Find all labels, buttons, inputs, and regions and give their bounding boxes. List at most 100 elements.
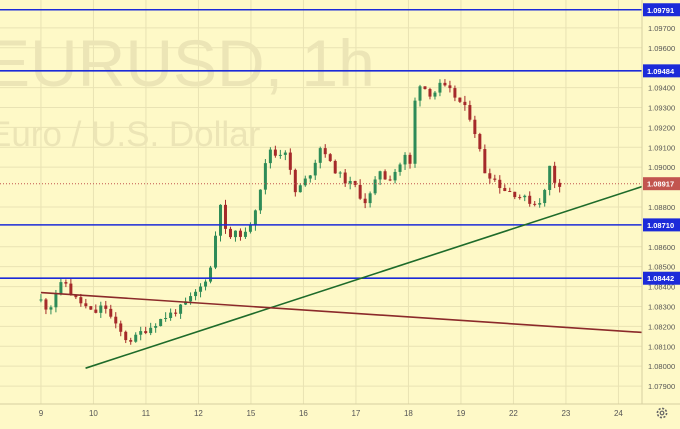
- candle: [104, 300, 108, 314]
- candle-body: [144, 331, 148, 334]
- candle-body: [99, 305, 103, 313]
- level-price-tag: 1.09484: [647, 67, 675, 76]
- candle: [503, 184, 507, 192]
- candle-body: [223, 204, 227, 229]
- candle-body: [353, 180, 357, 185]
- candle: [318, 146, 322, 169]
- price-axis[interactable]: 1.09700 1.09600 1.09400 1.09300 1.09200 1.091…: [648, 24, 675, 391]
- candle: [403, 152, 407, 171]
- candle-body: [303, 178, 307, 186]
- candle-body: [84, 303, 88, 307]
- candle-body: [408, 154, 412, 164]
- candle: [378, 170, 382, 186]
- candle: [243, 227, 247, 239]
- time-axis[interactable]: 9 10 11 12 15 16 17 18 19 22 23 24: [39, 409, 624, 418]
- candle-body: [283, 152, 287, 155]
- x-tick-label: 11: [142, 409, 151, 418]
- candle-body: [288, 152, 292, 170]
- candle-body: [169, 312, 173, 319]
- uptrend-trendline[interactable]: [85, 176, 672, 369]
- y-tick-label: 1.08000: [648, 362, 675, 371]
- candle-body: [348, 180, 352, 184]
- candle-body: [278, 154, 282, 156]
- candle-body: [243, 231, 247, 237]
- current-price-tag: 1.08917: [647, 180, 674, 189]
- level-price-tag-bg: [643, 271, 680, 285]
- y-tick-label: 1.08100: [648, 342, 675, 351]
- candle: [268, 147, 272, 169]
- candle: [413, 97, 417, 168]
- candle: [328, 153, 332, 163]
- candle-body: [149, 327, 153, 334]
- candle-body: [104, 305, 108, 309]
- candle-body: [64, 282, 68, 284]
- candle-body: [548, 165, 552, 190]
- downtrend-trendline[interactable]: [40, 291, 672, 336]
- candle: [44, 298, 48, 315]
- candle-body: [74, 295, 78, 298]
- candle-body: [323, 148, 327, 155]
- candle: [79, 293, 83, 307]
- candle: [383, 169, 387, 180]
- candle: [129, 337, 133, 345]
- candle-body: [403, 154, 407, 165]
- candle: [139, 326, 143, 341]
- y-tick-label: 1.09200: [648, 123, 675, 132]
- candle: [119, 320, 123, 337]
- candle: [219, 204, 222, 242]
- candle: [448, 80, 452, 93]
- candle: [513, 191, 517, 200]
- candle-body: [443, 82, 447, 86]
- level-price-tag-bg: [643, 3, 680, 17]
- x-tick-label: 15: [246, 409, 255, 418]
- x-tick-label: 16: [299, 409, 308, 418]
- candle: [468, 100, 472, 122]
- candle-body: [338, 172, 342, 174]
- candle: [179, 303, 183, 319]
- candle: [278, 149, 282, 159]
- candle: [49, 305, 53, 315]
- candle-body: [498, 179, 502, 189]
- candle: [388, 175, 392, 182]
- candle: [288, 148, 292, 175]
- candle: [428, 87, 432, 100]
- candle-body: [263, 163, 267, 190]
- candle-body: [124, 331, 128, 341]
- current-price-tag-bg: [643, 177, 680, 191]
- candle-body: [194, 291, 198, 297]
- watermark: EURUSD, 1h Euro / U.S. Dollar: [0, 26, 375, 154]
- candle-body: [513, 191, 517, 198]
- candle-body: [383, 171, 387, 180]
- candle-body: [368, 193, 372, 204]
- candle: [363, 193, 367, 209]
- candle-body: [493, 178, 497, 180]
- candle: [64, 279, 68, 288]
- candle-body: [268, 149, 272, 164]
- x-tick-label: 17: [351, 409, 360, 418]
- candle: [154, 323, 158, 333]
- candle-body: [538, 203, 542, 205]
- candle-body: [219, 204, 222, 236]
- candle-body: [308, 175, 312, 179]
- gear-icon[interactable]: [656, 407, 668, 419]
- candle: [228, 226, 232, 239]
- candle: [548, 165, 552, 196]
- candle-body: [89, 306, 93, 310]
- candle: [418, 84, 422, 107]
- candle-body: [313, 162, 317, 176]
- candle-body: [358, 184, 362, 199]
- candle: [144, 326, 148, 335]
- candle-body: [523, 195, 527, 198]
- candle-body: [189, 296, 193, 302]
- candle: [543, 188, 547, 207]
- candle: [109, 304, 113, 319]
- candle: [149, 322, 153, 336]
- candle: [398, 162, 402, 176]
- candle-body: [463, 101, 467, 106]
- candle: [283, 150, 287, 161]
- candle-body: [228, 228, 232, 238]
- candle-body: [433, 92, 437, 97]
- y-tick-label: 1.08800: [648, 203, 675, 212]
- candle-body: [79, 297, 83, 304]
